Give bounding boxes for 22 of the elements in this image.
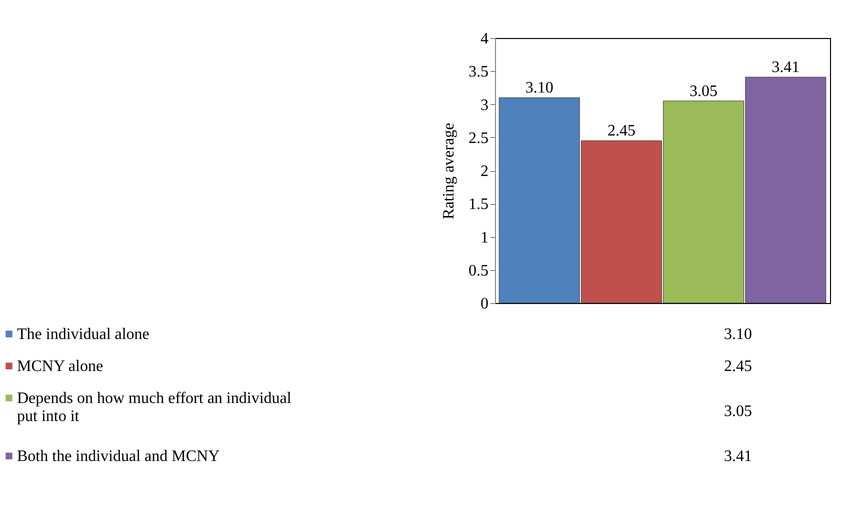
data-label: 3.10 [525,80,554,97]
y-tick-label: 1 [480,229,488,246]
text: 3.10 [724,326,752,343]
y-tick-label: 3 [480,96,488,114]
y-axis-title: Rating average [440,122,458,220]
y-tick-label: 4 [480,30,488,48]
data-label: 3.41 [772,59,800,76]
legend-label: Both the individual and MCNY [17,448,220,465]
legend-label: Depends on how much effort an individual put into it [17,390,292,425]
text: 2.45 [724,358,752,375]
y-tick-label: 0.5 [468,262,488,280]
y-tick-label: 2.5 [468,130,488,147]
legend-label: MCNY alone [17,358,104,375]
legend-label: The individual alone [17,326,150,343]
y-tick-label: 2 [480,163,488,180]
text: 3.05 [724,403,752,420]
data-label: 3.05 [690,82,718,100]
text: 3.41 [724,448,752,465]
y-tick-label: 3.5 [468,64,488,81]
data-label: 2.45 [607,122,636,140]
y-tick-label: 1.5 [468,196,488,214]
y-tick-label: 0 [480,296,488,312]
